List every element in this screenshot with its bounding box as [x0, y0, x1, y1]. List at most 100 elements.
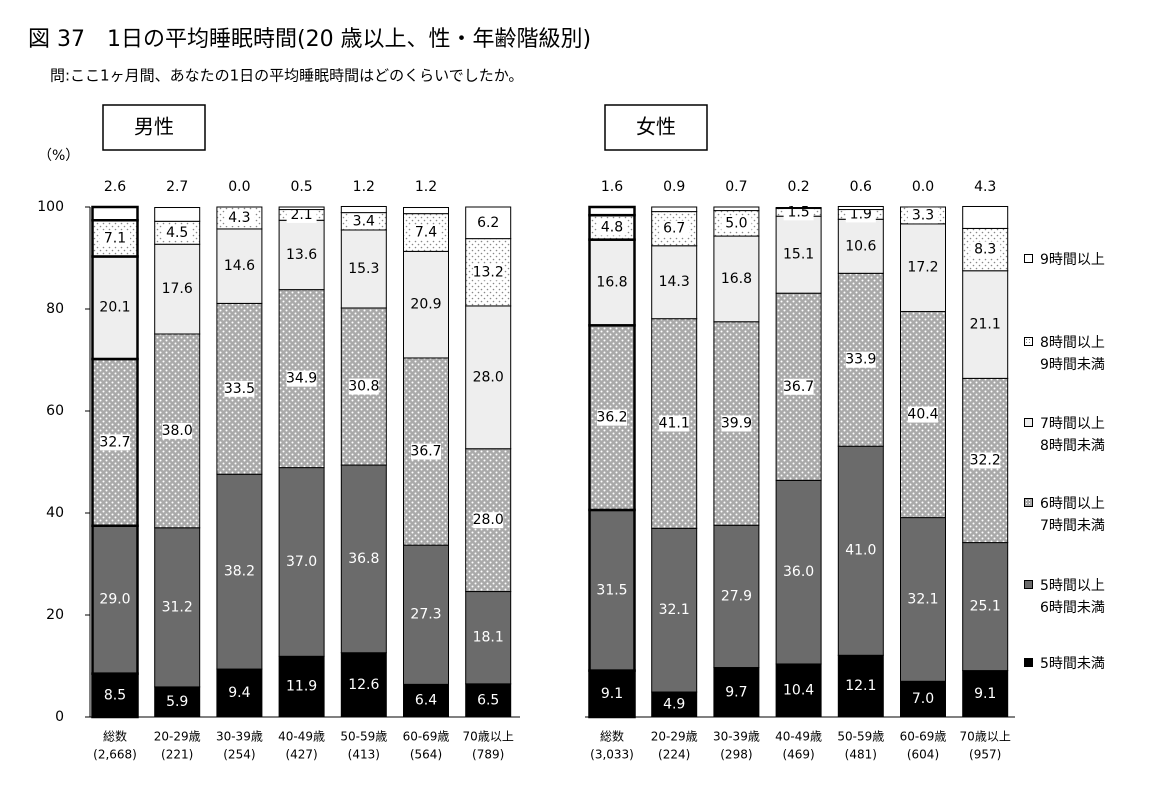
value-label: 3.4: [353, 213, 375, 229]
legend-swatch: [1024, 580, 1033, 589]
value-label: 12.1: [845, 678, 876, 694]
x-tick-label: 20-29歳: [154, 730, 201, 744]
label-bg: [100, 230, 130, 247]
sample-size: (3,033): [590, 748, 634, 762]
bar-segment: [962, 542, 1009, 672]
bar-segment: [713, 524, 760, 669]
bar-segment: [962, 270, 1009, 379]
value-label: 14.3: [659, 274, 690, 290]
panel-title-box: [102, 104, 206, 151]
legend-entry: 7時間以上 8時間未満: [1024, 413, 1105, 457]
x-tick-label: 50-59歳: [340, 730, 387, 744]
value-label: 10.6: [845, 238, 876, 254]
sample-size: (221): [161, 748, 193, 762]
value-label: 20.9: [410, 297, 441, 313]
value-label: 9.7: [725, 684, 747, 700]
label-bg: [348, 213, 379, 230]
sample-size: (2,668): [93, 748, 137, 762]
value-label: 1.2: [415, 179, 437, 195]
value-label: 39.9: [721, 415, 752, 431]
value-label: 32.7: [99, 434, 130, 450]
value-label: 37.0: [286, 554, 317, 570]
value-label: 41.1: [659, 415, 690, 431]
value-label: 6.5: [477, 692, 499, 708]
bar-segment: [154, 243, 201, 335]
bar-segment: [713, 235, 760, 323]
label-bg: [473, 512, 504, 529]
value-label: 4.8: [601, 219, 623, 235]
label-bg: [286, 370, 317, 387]
value-label: 38.2: [224, 564, 255, 580]
panel-title-box: [604, 104, 708, 151]
value-label: 33.5: [224, 381, 255, 397]
bar-segment: [588, 508, 636, 672]
value-label: 2.6: [104, 179, 126, 195]
value-label: 34.9: [286, 371, 317, 387]
legend-entry: 6時間以上 7時間未満: [1024, 493, 1105, 537]
label-bg: [970, 452, 1001, 469]
bar-segment: [900, 517, 946, 682]
value-label: 4.3: [228, 210, 250, 226]
bar-segment: [837, 445, 884, 656]
value-label: 2.7: [166, 179, 188, 195]
y-tick-label: 40: [46, 505, 64, 521]
sample-size: (564): [410, 748, 442, 762]
value-label: 32.2: [970, 452, 1001, 468]
legend-entry: 8時間以上 9時間未満: [1024, 332, 1105, 376]
value-label: 15.3: [348, 261, 379, 277]
value-label: 27.9: [721, 588, 752, 604]
value-label: 41.0: [845, 543, 876, 559]
value-label: 36.0: [783, 564, 814, 580]
legend-swatch: [1024, 418, 1033, 427]
value-label: 36.7: [783, 379, 814, 395]
value-label: 9.4: [228, 685, 250, 701]
y-tick-label: 0: [55, 709, 64, 725]
value-label: 16.8: [596, 274, 627, 290]
sample-size: (413): [348, 748, 380, 762]
value-label: 36.2: [596, 410, 627, 426]
value-label: 7.4: [415, 225, 437, 241]
value-label: 9.1: [601, 686, 623, 702]
label-bg: [411, 224, 441, 241]
label-bg: [659, 220, 690, 237]
x-tick-label: 40-49歳: [775, 730, 822, 744]
bar-segment: [403, 683, 449, 718]
bar-segment: [340, 229, 387, 309]
subtitle: 問:ここ1ヶ月間、あなたの1日の平均睡眠時間はどのくらいでしたか。: [50, 67, 523, 85]
legend-entry: 5時間以上 6時間未満: [1024, 575, 1105, 619]
value-label: 15.1: [783, 247, 814, 263]
legend-label: 5時間以上 6時間未満: [1040, 578, 1105, 616]
sample-size: (481): [845, 748, 877, 762]
bar-segment: [403, 544, 449, 685]
label-bg: [845, 351, 876, 368]
legend-label: 6時間以上 7時間未満: [1040, 496, 1105, 534]
value-label: 0.7: [725, 179, 747, 195]
value-label: 6.4: [415, 693, 437, 709]
value-label: 40.4: [907, 407, 938, 423]
bar-segment: [837, 654, 884, 718]
value-label: 1.2: [353, 179, 375, 195]
label-bg: [908, 207, 938, 224]
bar-segment: [216, 668, 263, 718]
value-label: 0.0: [912, 179, 934, 195]
bar-segment: [713, 667, 760, 718]
value-label: 32.1: [659, 602, 690, 618]
legend-label: 5時間未満: [1040, 656, 1105, 672]
bar-segment: [154, 207, 201, 222]
bar-segment: [154, 686, 201, 718]
value-label: 28.0: [473, 369, 504, 385]
bar-segment: [278, 219, 325, 291]
value-label: 10.4: [783, 682, 814, 698]
value-label: 3.3: [912, 207, 934, 223]
legend-swatch: [1024, 658, 1033, 667]
bar-segment: [713, 206, 760, 212]
label-bg: [659, 415, 690, 432]
bar-segment: [278, 206, 325, 211]
label-bg: [908, 406, 938, 423]
bar-segment: [340, 205, 387, 214]
value-label: 1.6: [601, 179, 623, 195]
sample-size: (604): [907, 748, 939, 762]
y-axis-label: （%）: [38, 148, 79, 164]
